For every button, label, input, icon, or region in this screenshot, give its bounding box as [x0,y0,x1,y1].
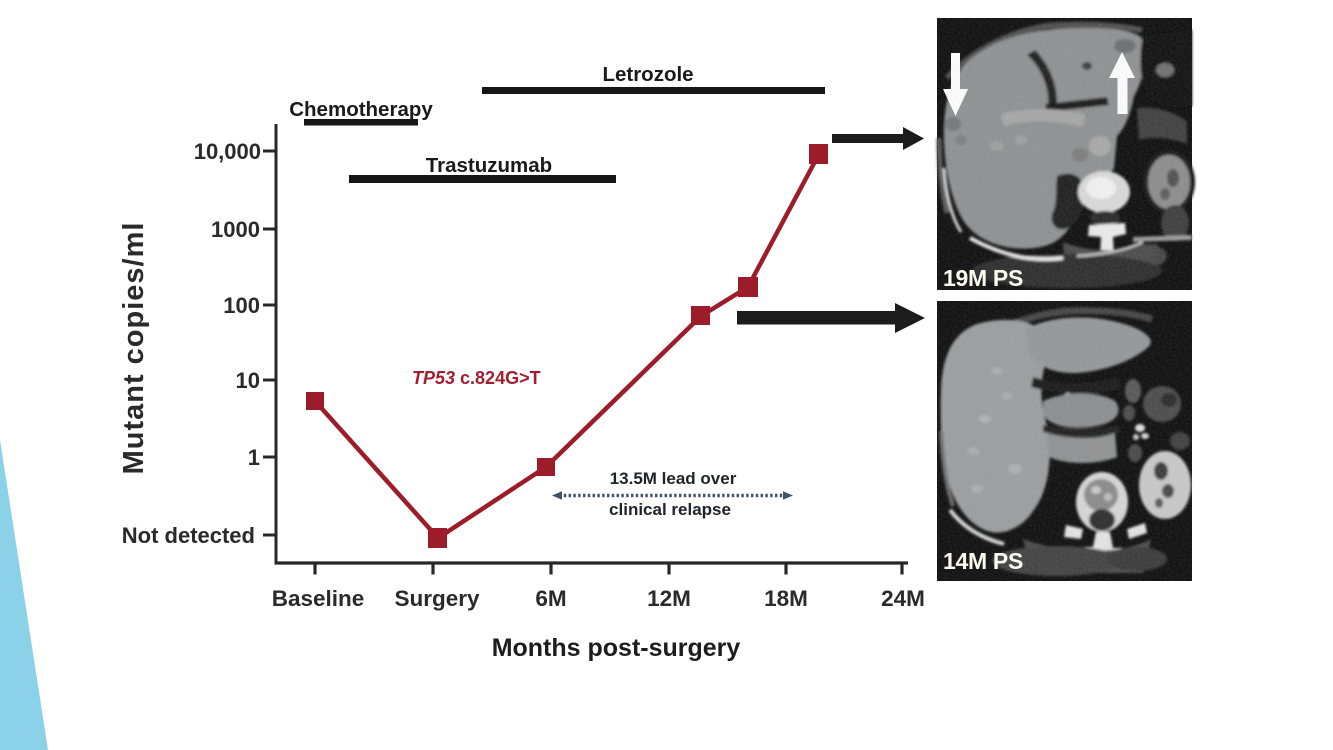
svg-text:10,000: 10,000 [194,139,261,164]
svg-text:Mutant copies/ml: Mutant copies/ml [118,222,150,475]
svg-text:1: 1 [248,445,260,470]
svg-text:12M: 12M [647,586,691,611]
svg-text:19M PS: 19M PS [943,265,1023,291]
svg-text:Letrozole: Letrozole [602,63,693,86]
svg-text:clinical relapse: clinical relapse [609,500,731,519]
svg-text:Baseline: Baseline [272,586,365,611]
svg-text:24M: 24M [881,586,925,611]
svg-text:Surgery: Surgery [394,586,480,611]
svg-text:1000: 1000 [211,217,260,242]
svg-text:14M PS: 14M PS [943,548,1023,574]
svg-text:10: 10 [236,368,260,393]
svg-text:Not detected: Not detected [122,523,255,548]
svg-text:Chemotherapy: Chemotherapy [289,98,433,121]
svg-text:Months post-surgery: Months post-surgery [492,634,741,662]
svg-text:TP53 c.824G>T: TP53 c.824G>T [412,368,541,388]
svg-text:18M: 18M [764,586,808,611]
svg-text:Trastuzumab: Trastuzumab [426,154,552,177]
svg-text:13.5M lead over: 13.5M lead over [610,469,737,488]
svg-text:100: 100 [223,293,260,318]
svg-text:6M: 6M [535,586,566,611]
